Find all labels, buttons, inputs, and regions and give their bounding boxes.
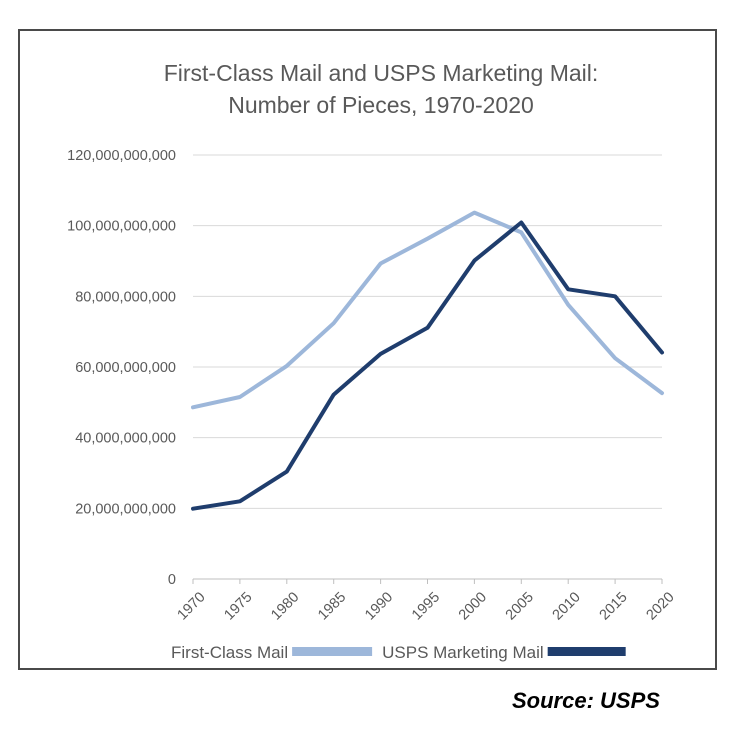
chart-frame (18, 29, 717, 670)
legend: First-Class Mail USPS Marketing Mail (171, 643, 626, 662)
x-tick-label: 2015 (597, 589, 631, 623)
series-lines (191, 210, 664, 511)
legend-label: First-Class Mail (171, 643, 288, 662)
x-tick-label: 1970 (174, 589, 208, 623)
x-tick-label: 1990 (362, 589, 396, 623)
gridlines (193, 154, 662, 580)
x-axis-tick-labels: 1970 1975 1980 1985 1990 1995 2000 2005 2010 2015… (174, 579, 678, 623)
y-tick-label: 100,000,000,000 (67, 219, 176, 235)
y-tick-label: 20,000,000,000 (75, 501, 176, 517)
x-tick-label: 1980 (268, 589, 302, 623)
y-tick-label: 40,000,000,000 (75, 431, 176, 447)
y-tick-label: 120,000,000,000 (67, 148, 176, 164)
y-tick-label: 0 (168, 572, 176, 588)
series-line-first-class-mail (191, 210, 664, 410)
chart-subtitle: Number of Pieces, 1970-2020 (228, 92, 534, 118)
y-axis-tick-labels: 0 20,000,000,000 40,000,000,000 60,000,000,… (67, 148, 176, 588)
source-note: Source: USPS (512, 688, 660, 713)
x-tick-label: 1975 (221, 589, 255, 623)
legend-swatch (292, 647, 373, 656)
y-tick-label: 80,000,000,000 (75, 289, 176, 305)
series-line-usps-marketing-mail (191, 220, 664, 511)
x-tick-label: 2020 (643, 589, 677, 623)
x-tick-label: 1985 (315, 589, 349, 623)
y-tick-label: 60,000,000,000 (75, 360, 176, 376)
legend-label: USPS Marketing Mail (382, 643, 544, 662)
legend-swatch (547, 647, 626, 656)
x-tick-label: 2000 (456, 589, 490, 623)
chart-title: First-Class Mail and USPS Marketing Mail… (164, 60, 599, 86)
x-tick-label: 1995 (409, 589, 443, 623)
x-tick-label: 2010 (550, 589, 584, 623)
x-tick-label: 2005 (503, 589, 537, 623)
